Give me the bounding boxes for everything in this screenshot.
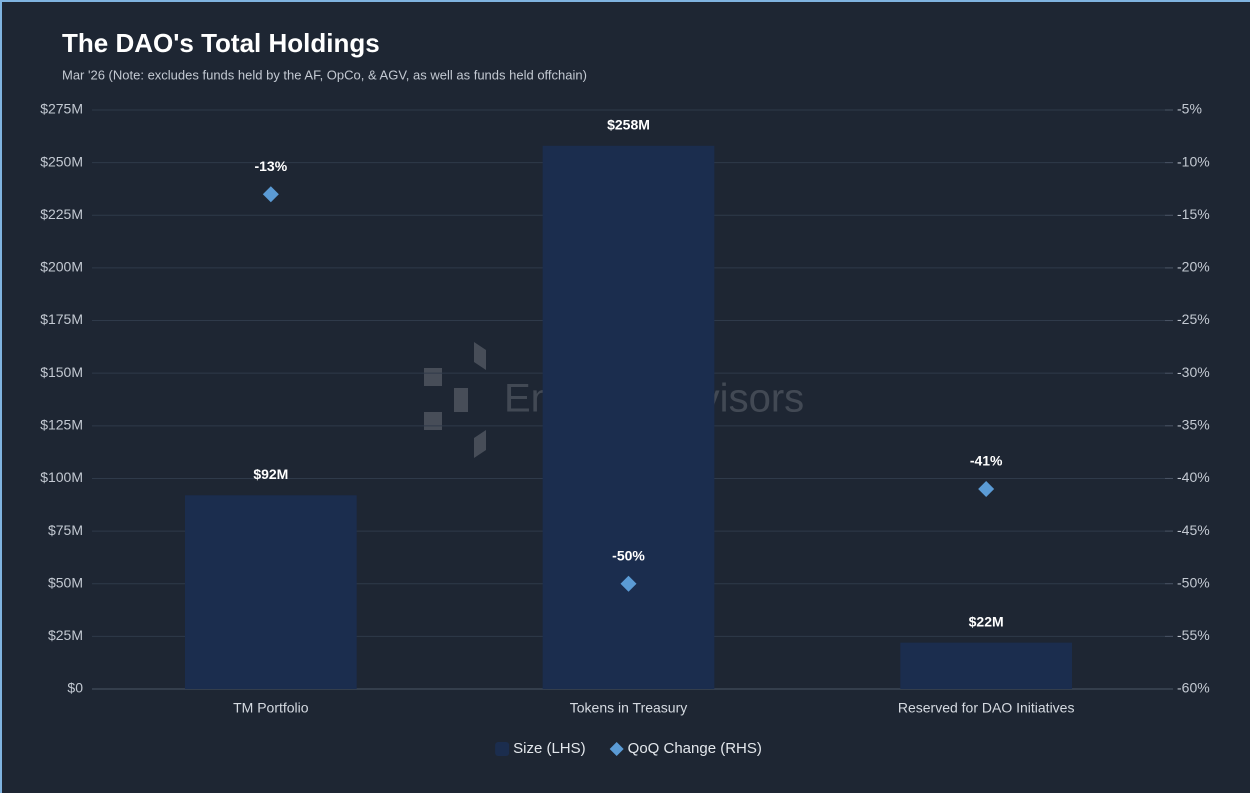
data-label: $92M <box>253 466 288 482</box>
y-tick-label: $50M <box>48 574 83 590</box>
legend-swatch <box>495 742 510 756</box>
y-tick-label: $225M <box>40 206 83 222</box>
legend-label: Size (LHS) <box>513 740 586 757</box>
legend-label: QoQ Change (RHS) <box>628 740 762 757</box>
y-tick-label: $150M <box>40 364 83 380</box>
watermark-logo <box>424 342 486 458</box>
y-tick-label: $25M <box>48 627 83 643</box>
y-tick-label: $200M <box>40 259 83 275</box>
y2-tick-label: -10% <box>1177 153 1210 169</box>
chart-subtitle: Mar '26 (Note: excludes funds held by th… <box>62 67 587 82</box>
legend-swatch <box>609 742 624 756</box>
y2-tick-label: -40% <box>1177 469 1210 485</box>
chart-title: The DAO's Total Holdings <box>62 28 380 58</box>
y-tick-label: $250M <box>40 153 83 169</box>
data-label: -41% <box>970 453 1003 469</box>
y2-tick-label: -35% <box>1177 417 1210 433</box>
y2-tick-label: -50% <box>1177 574 1210 590</box>
y-tick-label: $0 <box>67 680 83 696</box>
y-tick-label: $75M <box>48 522 83 538</box>
bar <box>184 495 357 689</box>
x-tick-label: TM Portfolio <box>233 700 309 716</box>
y2-tick-label: -15% <box>1177 206 1210 222</box>
data-label: -50% <box>612 547 645 563</box>
y2-tick-label: -5% <box>1177 101 1202 117</box>
y-tick-label: $175M <box>40 311 83 327</box>
y2-tick-label: -25% <box>1177 311 1210 327</box>
data-label: -13% <box>254 158 287 174</box>
bar <box>900 642 1073 689</box>
x-tick-label: Tokens in Treasury <box>570 700 688 716</box>
diamond-marker <box>620 575 637 592</box>
data-label: $258M <box>607 116 650 132</box>
bar <box>542 145 715 689</box>
y2-tick-label: -60% <box>1177 680 1210 696</box>
y-tick-label: $100M <box>40 469 83 485</box>
x-tick-label: Reserved for DAO Initiatives <box>898 700 1075 716</box>
diamond-marker <box>262 186 279 203</box>
y-tick-label: $275M <box>40 101 83 117</box>
y2-tick-label: -45% <box>1177 522 1210 538</box>
data-label: $22M <box>969 613 1004 629</box>
y2-tick-label: -30% <box>1177 364 1210 380</box>
y2-tick-label: -55% <box>1177 627 1210 643</box>
y2-tick-label: -20% <box>1177 259 1210 275</box>
diamond-marker <box>978 480 995 497</box>
y-tick-label: $125M <box>40 417 83 433</box>
